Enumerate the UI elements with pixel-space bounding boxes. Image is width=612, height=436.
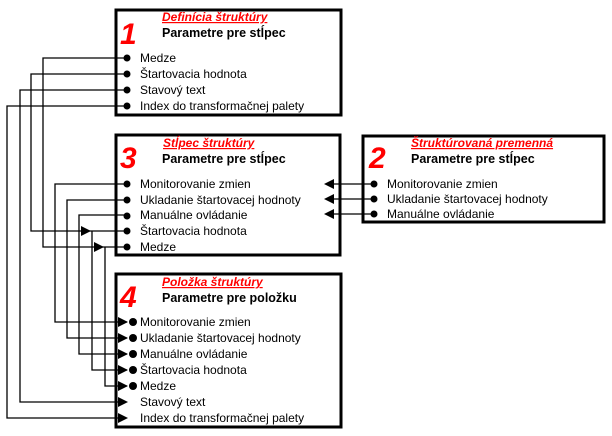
list-item: Monitorovanie zmien: [387, 177, 498, 191]
dot-icon: [123, 70, 131, 78]
connector-line: [91, 231, 127, 371]
arrow-right-icon: [118, 397, 128, 407]
list-item: Stavový text: [140, 83, 206, 97]
connector-line: [54, 183, 127, 323]
arrow-left-icon: [324, 209, 334, 219]
box-title: Definícia štruktúry: [162, 10, 269, 24]
list-item: Štartovacia hodnota: [140, 223, 247, 238]
arrow-right-icon: [118, 413, 128, 423]
box-frame: [361, 134, 606, 224]
list-item: Medze: [140, 51, 176, 65]
list-item: Ukladanie štartovacej hodnoty: [140, 331, 301, 345]
list-item: Manuálne ovládanie: [387, 207, 495, 221]
dot-icon: [129, 318, 137, 326]
box-frame: [114, 8, 343, 117]
list-item: Manuálne ovládanie: [140, 208, 248, 222]
connector-line: [78, 214, 127, 355]
connector-arrows: [81, 179, 334, 423]
box-number: 2: [368, 142, 386, 175]
connectors: [6, 57, 374, 419]
box-subtitle: Parametre pre stĺpec: [162, 151, 286, 166]
box-number: 4: [119, 281, 137, 314]
dot-icon: [370, 195, 378, 203]
list-item: Monitorovanie zmien: [140, 177, 251, 191]
arrow-right-icon: [118, 365, 128, 375]
box-subtitle: Parametre pre stĺpec: [411, 151, 535, 166]
connector-dots: [123, 54, 378, 390]
dot-icon: [129, 366, 137, 374]
arrow-right-icon: [118, 349, 128, 359]
list-item: Štartovacia hodnota: [140, 362, 247, 377]
box-frame: [114, 133, 342, 257]
connector-line: [30, 73, 127, 232]
dot-icon: [123, 196, 131, 204]
dot-icon: [123, 102, 131, 110]
dot-icon: [123, 227, 131, 235]
dot-icon: [129, 334, 137, 342]
arrow-right-icon: [118, 381, 128, 391]
list-item: Stavový text: [140, 395, 206, 409]
arrow-right-icon: [118, 333, 128, 343]
list-item: Štartovacia hodnota: [140, 66, 247, 81]
box-definition: 1 Definícia štruktúry Parametre pre stĺp…: [114, 8, 343, 117]
list-item: Medze: [140, 240, 176, 254]
dot-icon: [123, 86, 131, 94]
list-item: Medze: [140, 379, 176, 393]
dot-icon: [370, 210, 378, 218]
dot-icon: [370, 180, 378, 188]
arrow-right-icon: [118, 317, 128, 327]
list-item: Manuálne ovládanie: [140, 347, 248, 361]
dot-icon: [123, 243, 131, 251]
box-title: Položka štruktúry: [162, 275, 264, 289]
connector-line: [19, 89, 127, 403]
connector-line: [330, 183, 374, 215]
arrow-left-icon: [324, 194, 334, 204]
dot-icon: [129, 350, 137, 358]
box-title: Štruktúrovaná premenná: [411, 135, 553, 150]
list-item: Ukladanie štartovacej hodnoty: [140, 193, 301, 207]
box-column: 3 Stĺpec štruktúry Parametre pre stĺpec …: [114, 133, 342, 257]
box-subtitle: Parametre pre stĺpec: [162, 25, 286, 40]
box-structured-variable: 2 Štruktúrovaná premenná Parametre pre s…: [361, 134, 606, 224]
list-item: Monitorovanie zmien: [140, 315, 251, 329]
arrow-right-icon: [94, 242, 104, 252]
box-subtitle: Parametre pre položku: [162, 291, 297, 305]
box-frame: [114, 272, 343, 429]
dot-icon: [123, 180, 131, 188]
arrow-left-icon: [324, 179, 334, 189]
box-number: 3: [120, 142, 137, 175]
connector-line: [6, 105, 127, 419]
dot-icon: [129, 382, 137, 390]
list-item: Index do transformačnej palety: [140, 99, 304, 113]
dot-icon: [123, 212, 131, 220]
dot-icon: [123, 54, 131, 62]
box-number: 1: [120, 18, 137, 51]
list-item: Index do transformačnej palety: [140, 411, 304, 425]
list-item: Ukladanie štartovacej hodnoty: [387, 192, 548, 206]
connector-line: [42, 57, 127, 248]
connector-line: [66, 199, 127, 339]
box-title: Stĺpec štruktúry: [163, 135, 256, 150]
box-item: 4 Položka štruktúry Parametre pre položk…: [114, 272, 343, 429]
arrow-right-icon: [81, 226, 91, 236]
